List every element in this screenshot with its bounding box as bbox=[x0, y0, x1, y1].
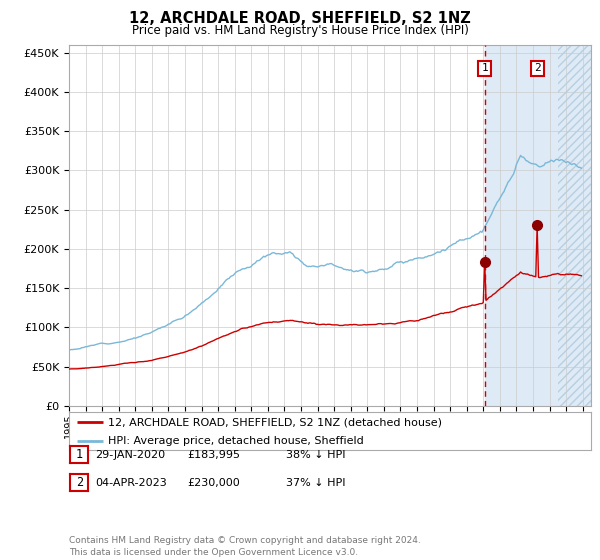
Text: 04-APR-2023: 04-APR-2023 bbox=[95, 478, 167, 488]
Text: 12, ARCHDALE ROAD, SHEFFIELD, S2 1NZ: 12, ARCHDALE ROAD, SHEFFIELD, S2 1NZ bbox=[129, 11, 471, 26]
Text: 1: 1 bbox=[481, 63, 488, 73]
Text: £183,995: £183,995 bbox=[187, 450, 240, 460]
Text: 2: 2 bbox=[76, 476, 83, 489]
Text: 2: 2 bbox=[534, 63, 541, 73]
Text: £230,000: £230,000 bbox=[187, 478, 240, 488]
Text: 12, ARCHDALE ROAD, SHEFFIELD, S2 1NZ (detached house): 12, ARCHDALE ROAD, SHEFFIELD, S2 1NZ (de… bbox=[108, 417, 442, 427]
Text: 37% ↓ HPI: 37% ↓ HPI bbox=[286, 478, 346, 488]
Bar bbox=[558, 45, 591, 406]
Text: 29-JAN-2020: 29-JAN-2020 bbox=[95, 450, 166, 460]
Text: 38% ↓ HPI: 38% ↓ HPI bbox=[286, 450, 346, 460]
Text: Contains HM Land Registry data © Crown copyright and database right 2024.
This d: Contains HM Land Registry data © Crown c… bbox=[69, 536, 421, 557]
Text: 1: 1 bbox=[76, 448, 83, 461]
Text: Price paid vs. HM Land Registry's House Price Index (HPI): Price paid vs. HM Land Registry's House … bbox=[131, 24, 469, 36]
Text: HPI: Average price, detached house, Sheffield: HPI: Average price, detached house, Shef… bbox=[108, 436, 364, 446]
Bar bbox=[485, 45, 591, 406]
